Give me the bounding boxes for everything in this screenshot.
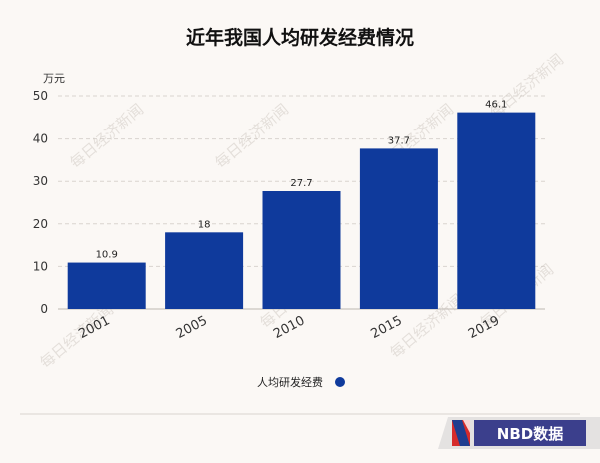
data-label-2015: 37.7: [388, 135, 410, 146]
y-tick-label: 10: [33, 259, 48, 273]
y-tick-label: 50: [33, 89, 48, 103]
data-labels: 10.9 18 27.7 37.7 46.1: [96, 100, 508, 261]
chart-title: 近年我国人均研发经费情况: [186, 26, 414, 49]
bar-2010: [262, 190, 341, 309]
y-tick-label: 30: [33, 174, 48, 188]
watermark-text: 每日经济新闻: [487, 50, 568, 122]
y-axis-unit: 万元: [43, 72, 65, 85]
x-tick-label: 2005: [174, 313, 210, 342]
data-label-2001: 10.9: [96, 250, 118, 261]
legend-swatch: [335, 377, 345, 387]
bar-2005: [165, 232, 244, 309]
legend: 人均研发经费: [257, 375, 345, 389]
data-label-2010: 27.7: [290, 178, 312, 189]
watermark-text: 每日经济新闻: [212, 100, 293, 172]
nbd-logo: NBD数据: [438, 417, 600, 449]
y-tick-label: 40: [33, 132, 48, 146]
y-tick-label: 20: [33, 217, 48, 231]
nbd-logo-icon: [452, 420, 470, 446]
legend-label: 人均研发经费: [257, 375, 323, 389]
bar-2015: [359, 148, 438, 309]
watermark-text: 每日经济新闻: [37, 300, 118, 372]
watermark-text: 每日经济新闻: [67, 100, 148, 172]
bars: [67, 112, 536, 309]
data-label-2005: 18: [198, 219, 211, 230]
bar-2019: [457, 112, 536, 309]
y-tick-label: 0: [40, 302, 48, 316]
bar-2001: [67, 262, 146, 309]
logo-text: NBD数据: [497, 425, 563, 443]
logo-text-background: [474, 420, 586, 446]
data-label-2019: 46.1: [485, 100, 507, 111]
y-axis-ticks: 0 10 20 30 40 50: [33, 89, 48, 316]
